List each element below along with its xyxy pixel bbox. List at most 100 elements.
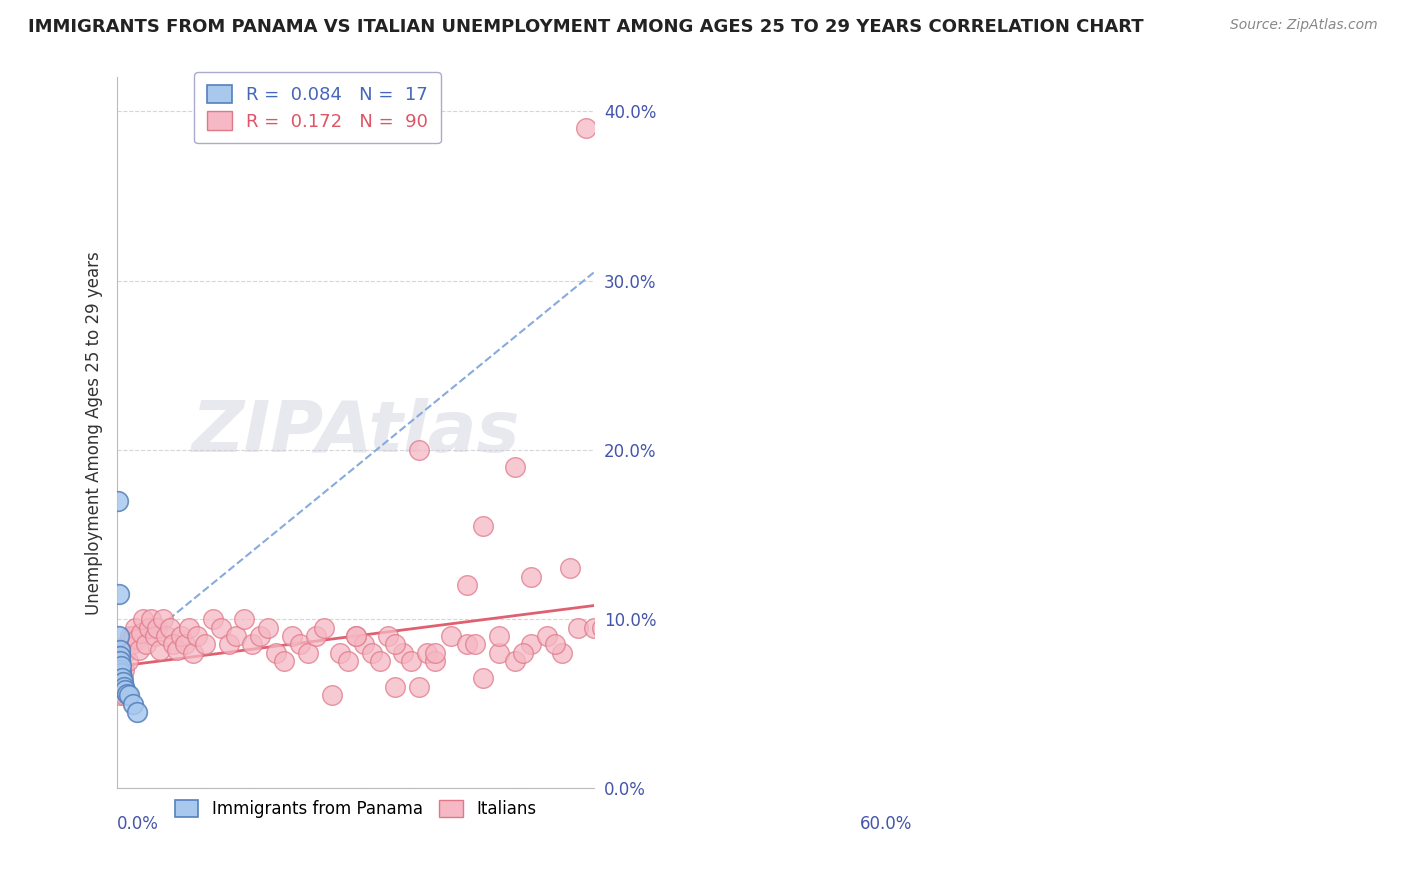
Point <box>143 629 166 643</box>
Point <box>336 654 359 668</box>
Point <box>543 637 565 651</box>
Point <box>111 671 134 685</box>
Point <box>519 570 541 584</box>
Text: 0.0%: 0.0% <box>117 815 159 833</box>
Point <box>141 612 163 626</box>
Point <box>112 663 135 677</box>
Point <box>471 671 494 685</box>
Point <box>305 629 328 643</box>
Point <box>408 680 430 694</box>
Point <box>112 688 135 702</box>
Point <box>233 612 256 626</box>
Point <box>124 620 146 634</box>
Text: IMMIGRANTS FROM PANAMA VS ITALIAN UNEMPLOYMENT AMONG AGES 25 TO 29 YEARS CORRELA: IMMIGRANTS FROM PANAMA VS ITALIAN UNEMPL… <box>28 18 1143 36</box>
Point <box>138 620 160 634</box>
Point <box>591 620 613 634</box>
Point <box>425 646 447 660</box>
Point <box>353 637 375 651</box>
Point <box>122 629 145 643</box>
Point <box>110 659 132 673</box>
Point <box>162 637 184 651</box>
Point <box>240 637 263 651</box>
Point <box>186 629 208 643</box>
Point <box>110 663 132 677</box>
Point <box>536 629 558 643</box>
Point <box>166 642 188 657</box>
Point <box>125 632 148 647</box>
Point <box>155 629 177 643</box>
Point <box>425 654 447 668</box>
Point <box>464 637 486 651</box>
Point <box>110 666 132 681</box>
Point <box>392 646 415 660</box>
Point <box>575 121 598 136</box>
Point <box>118 688 141 702</box>
Point <box>360 646 382 660</box>
Point <box>128 642 150 657</box>
Point <box>312 620 335 634</box>
Point <box>456 578 478 592</box>
Point <box>377 629 399 643</box>
Point <box>108 642 131 657</box>
Point <box>115 637 138 651</box>
Text: ZIPAtlas: ZIPAtlas <box>191 399 520 467</box>
Point <box>122 697 145 711</box>
Point <box>321 688 343 702</box>
Point <box>107 629 129 643</box>
Point <box>567 620 589 634</box>
Point <box>118 629 141 643</box>
Point <box>440 629 463 643</box>
Point <box>273 654 295 668</box>
Point <box>173 637 195 651</box>
Point <box>149 642 172 657</box>
Point <box>503 459 526 474</box>
Point <box>297 646 319 660</box>
Point <box>107 587 129 601</box>
Y-axis label: Unemployment Among Ages 25 to 29 years: Unemployment Among Ages 25 to 29 years <box>86 251 103 615</box>
Point <box>114 683 136 698</box>
Point <box>108 649 131 664</box>
Point <box>471 519 494 533</box>
Point <box>114 646 136 660</box>
Point <box>225 629 247 643</box>
Point <box>583 620 606 634</box>
Point <box>344 629 367 643</box>
Point <box>115 686 138 700</box>
Text: 60.0%: 60.0% <box>860 815 912 833</box>
Point <box>107 493 129 508</box>
Point <box>384 680 406 694</box>
Point <box>288 637 311 651</box>
Point <box>111 671 134 685</box>
Point <box>177 620 200 634</box>
Point <box>125 705 148 719</box>
Point <box>551 646 574 660</box>
Point <box>519 637 541 651</box>
Point <box>201 612 224 626</box>
Point <box>257 620 280 634</box>
Point <box>368 654 391 668</box>
Point <box>181 646 204 660</box>
Point <box>209 620 232 634</box>
Point <box>159 620 181 634</box>
Legend: Immigrants from Panama, Italians: Immigrants from Panama, Italians <box>163 789 548 830</box>
Point <box>112 680 135 694</box>
Point <box>512 646 534 660</box>
Point <box>503 654 526 668</box>
Point <box>129 625 152 640</box>
Point <box>344 629 367 643</box>
Point <box>108 671 131 685</box>
Point <box>329 646 352 660</box>
Point <box>132 612 155 626</box>
Point <box>146 620 169 634</box>
Point <box>152 612 174 626</box>
Point <box>408 442 430 457</box>
Point <box>110 688 132 702</box>
Point <box>401 654 423 668</box>
Point <box>111 674 134 689</box>
Point <box>107 680 129 694</box>
Point <box>384 637 406 651</box>
Point <box>117 654 139 668</box>
Point <box>249 629 271 643</box>
Point <box>135 637 157 651</box>
Point <box>111 680 134 694</box>
